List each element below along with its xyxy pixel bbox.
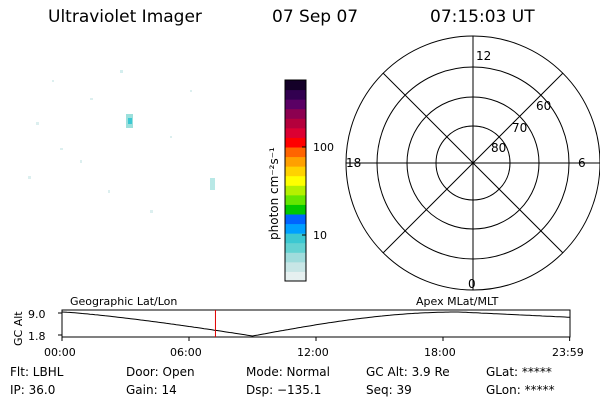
lat-label-70: 70 xyxy=(512,121,527,135)
instrument-title: Ultraviolet Imager xyxy=(48,7,202,27)
apex-label: Apex MLat/MLT xyxy=(416,295,499,308)
colorbar-band xyxy=(285,252,306,263)
door-info: Door: Open xyxy=(126,365,195,379)
x-tick-label: 12:00 xyxy=(297,346,329,359)
x-tick-label: 06:00 xyxy=(170,346,202,359)
image-speck xyxy=(60,148,63,150)
image-speck xyxy=(128,118,132,124)
glon-info: GLon: ***** xyxy=(486,383,555,397)
lat-label-80: 80 xyxy=(491,141,506,155)
ip-info: IP: 36.0 xyxy=(10,383,56,397)
colorbar-band xyxy=(285,80,306,91)
colorbar-band xyxy=(285,223,306,234)
image-speck xyxy=(90,98,93,100)
gain-info: Gain: 14 xyxy=(126,383,177,397)
colorbar-unit-label: photon cm⁻²s⁻¹ xyxy=(267,147,281,240)
filter-info: Flt: LBHL xyxy=(10,365,64,379)
colorbar-band xyxy=(285,214,306,225)
colorbar-band xyxy=(285,242,306,253)
glat-info: GLat: ***** xyxy=(486,365,552,379)
seq-info: Seq: 39 xyxy=(366,383,412,397)
geographic-label: Geographic Lat/Lon xyxy=(70,295,178,308)
colorbar-band xyxy=(285,166,306,177)
colorbar-band xyxy=(285,261,306,272)
image-speck xyxy=(36,122,39,125)
lat-label-60: 60 xyxy=(536,99,551,113)
colorbar-tick-label-10: 10 xyxy=(313,229,327,242)
x-tick-label: 23:59 xyxy=(552,346,584,359)
colorbar-band xyxy=(285,194,306,205)
colorbar xyxy=(285,80,306,282)
uv-image xyxy=(20,50,260,280)
colorbar-band xyxy=(285,127,306,138)
dsp-info: Dsp: −135.1 xyxy=(246,383,322,397)
gc-alt-info: GC Alt: 3.9 Re xyxy=(366,365,450,379)
mlt-label-bottom: 0 xyxy=(468,277,476,291)
image-speck xyxy=(28,176,31,179)
colorbar-band xyxy=(285,89,306,100)
polar-plot xyxy=(345,35,600,291)
colorbar-band xyxy=(285,137,306,148)
colorbar-band xyxy=(285,233,306,244)
y-tick-label-high: 9.0 xyxy=(28,308,46,321)
date-label: 07 Sep 07 xyxy=(272,7,359,27)
x-tick-label: 00:00 xyxy=(44,346,76,359)
colorbar-tick-label-100: 100 xyxy=(313,141,334,154)
image-speck xyxy=(210,178,215,190)
mlt-label-left: 18 xyxy=(346,156,361,170)
colorbar-band xyxy=(285,108,306,119)
colorbar-band xyxy=(285,204,306,215)
mode-info: Mode: Normal xyxy=(246,365,330,379)
colorbar-band xyxy=(285,175,306,186)
timeline-x-ticks xyxy=(61,337,571,341)
image-speck xyxy=(108,190,110,193)
altitude-curve xyxy=(61,311,571,337)
image-speck xyxy=(52,80,54,82)
time-label: 07:15:03 UT xyxy=(430,7,535,27)
mlt-label-top: 12 xyxy=(476,49,491,63)
y-tick-label-low: 1.8 xyxy=(28,330,46,343)
colorbar-frame xyxy=(284,79,307,282)
colorbar-band xyxy=(285,271,306,282)
colorbar-band xyxy=(285,156,306,167)
colorbar-band xyxy=(285,185,306,196)
image-speck xyxy=(120,70,123,73)
colorbar-band xyxy=(285,147,306,158)
gc-alt-axis-title: GC Alt xyxy=(12,311,25,346)
image-speck xyxy=(150,210,153,213)
polar-diagonal xyxy=(382,72,564,254)
image-speck xyxy=(190,90,192,92)
mlt-label-right: 6 xyxy=(578,156,586,170)
colorbar-band xyxy=(285,118,306,129)
image-speck xyxy=(80,160,82,163)
x-tick-label: 18:00 xyxy=(424,346,456,359)
image-speck xyxy=(170,136,172,138)
colorbar-band xyxy=(285,99,306,110)
